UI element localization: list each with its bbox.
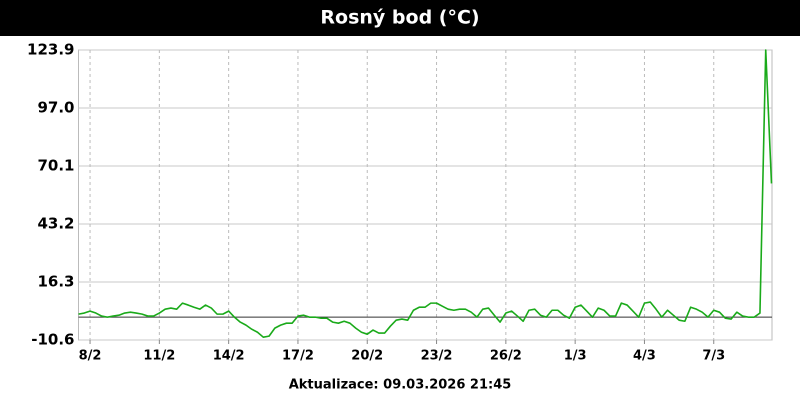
y-tick-label: 70.1: [37, 157, 74, 175]
chart-title: Rosný bod (°C): [320, 7, 479, 29]
y-tick-label: -10.6: [31, 331, 74, 349]
x-tick-label: 26/2: [490, 349, 522, 364]
x-tick-label: 8/2: [79, 349, 102, 364]
x-tick-label: 1/3: [564, 349, 587, 364]
y-tick-label: 16.3: [37, 273, 74, 291]
x-tick-label: 7/3: [702, 349, 725, 364]
x-tick-label: 4/3: [633, 349, 656, 364]
x-tick-label: 17/2: [282, 349, 314, 364]
data-line: [78, 49, 773, 338]
y-tick-label: 123.9: [27, 41, 74, 59]
plot-area: [78, 49, 773, 341]
x-tick-label: 23/2: [421, 349, 453, 364]
footer: Aktualizace: 09.03.2026 21:45: [289, 378, 512, 393]
title-bar: [0, 0, 800, 36]
x-tick-label: 20/2: [351, 349, 383, 364]
y-tick-label: 43.2: [37, 215, 74, 233]
x-tick-label: 11/2: [143, 349, 175, 364]
y-tick-label: 97.0: [37, 99, 74, 117]
x-tick-label: 14/2: [213, 349, 245, 364]
